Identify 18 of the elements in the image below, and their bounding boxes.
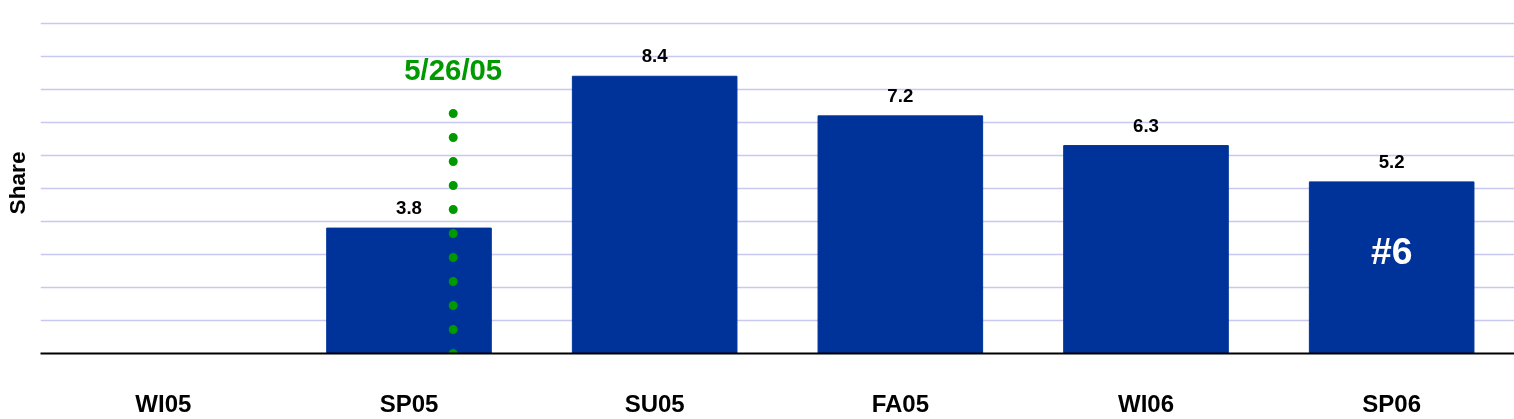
ref-line-label: 5/26/05 (404, 53, 503, 87)
x-tick-label: WI06 (1117, 389, 1175, 417)
bar (571, 75, 738, 354)
x-tick-label: SU05 (624, 389, 685, 417)
data-label: 7.2 (887, 84, 914, 106)
annotation: #6 (1370, 229, 1413, 272)
data-label: 8.4 (641, 45, 669, 67)
x-tick-label: SP06 (1362, 389, 1422, 417)
x-tick-label: WI05 (135, 389, 192, 417)
data-label: 3.8 (396, 197, 422, 219)
bar (1308, 181, 1475, 354)
data-label: 5.2 (1378, 150, 1405, 172)
x-tick-label: SP05 (379, 389, 439, 417)
bar (1063, 145, 1229, 354)
data-label: 6.3 (1133, 114, 1159, 136)
bar (817, 115, 984, 354)
y-axis-title: Share (3, 151, 30, 215)
x-tick-label: FA05 (871, 389, 930, 417)
